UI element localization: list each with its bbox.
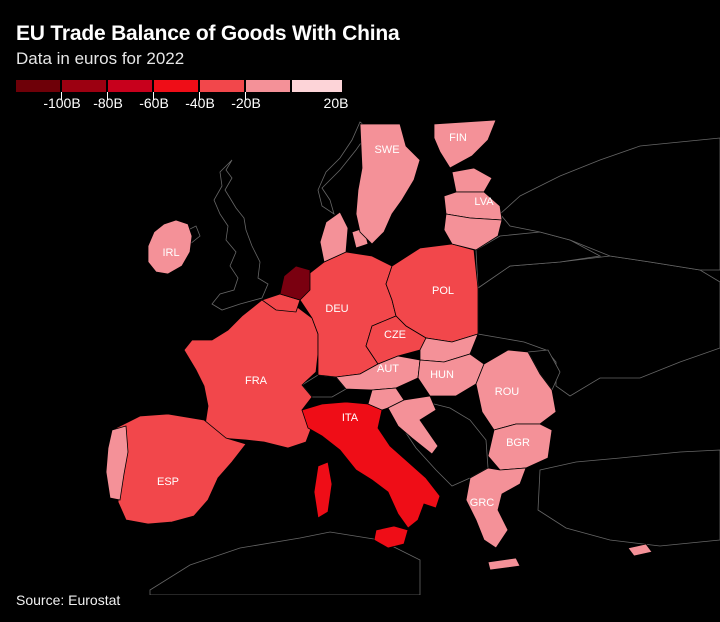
label-POL: POL xyxy=(432,285,454,297)
legend-swatch xyxy=(16,80,60,92)
country-GRC-crete xyxy=(487,557,521,571)
label-IRL: IRL xyxy=(162,247,179,259)
europe-map: IRL FRA ESP ITA DEU POL CZE AUT HUN ROU … xyxy=(105,119,720,595)
country-BEL xyxy=(261,293,301,313)
country-BGR xyxy=(487,423,553,471)
ukraine xyxy=(477,255,720,397)
country-EST xyxy=(451,167,493,193)
color-legend: -100B -80B -60B -40B -20B 20B xyxy=(16,80,349,116)
legend-label: -40B xyxy=(185,95,215,111)
label-ESP: ESP xyxy=(157,476,179,488)
label-ROU: ROU xyxy=(495,386,520,398)
great-britain xyxy=(211,159,269,311)
eu-countries xyxy=(105,119,653,571)
country-NLD xyxy=(279,265,311,301)
country-CYP xyxy=(627,543,653,557)
turkey xyxy=(537,449,720,547)
legend-swatch xyxy=(154,80,198,92)
non-eu-land xyxy=(149,121,720,595)
country-ITA-sardinia xyxy=(313,461,333,519)
russia xyxy=(499,137,720,271)
label-FRA: FRA xyxy=(245,375,268,387)
legend-tick xyxy=(61,92,62,100)
country-ROU xyxy=(475,349,557,431)
country-ITA-sicily xyxy=(373,525,409,549)
legend-label: -80B xyxy=(93,95,123,111)
label-BGR: BGR xyxy=(506,437,530,449)
legend-swatch xyxy=(246,80,290,92)
legend-tick xyxy=(199,92,200,100)
legend-swatch xyxy=(62,80,106,92)
legend-tick xyxy=(153,92,154,100)
legend-tick xyxy=(245,92,246,100)
label-GRC: GRC xyxy=(470,497,495,509)
legend-label: -100B xyxy=(43,95,81,111)
country-SWE xyxy=(355,123,421,245)
source-note: Source: Eurostat xyxy=(16,592,121,608)
country-labels: IRL FRA ESP ITA DEU POL CZE AUT HUN ROU … xyxy=(157,132,530,509)
chart-subtitle: Data in euros for 2022 xyxy=(16,49,185,68)
belarus xyxy=(475,231,602,289)
country-DNK xyxy=(319,211,349,263)
country-FIN xyxy=(433,119,497,169)
label-SWE: SWE xyxy=(374,144,399,156)
legend-label: 20B xyxy=(323,95,349,111)
label-FIN: FIN xyxy=(449,132,467,144)
legend-label: -20B xyxy=(231,95,261,111)
country-IRL xyxy=(147,219,193,275)
legend-swatch xyxy=(292,80,342,92)
legend-tick xyxy=(107,92,108,100)
north-africa xyxy=(149,531,421,595)
norway xyxy=(317,121,371,215)
label-ITA: ITA xyxy=(342,412,359,424)
country-PRT xyxy=(105,425,129,501)
legend-swatch xyxy=(200,80,244,92)
chart-title: EU Trade Balance of Goods With China xyxy=(16,22,400,45)
label-HUN: HUN xyxy=(430,369,454,381)
country-GRC xyxy=(465,467,527,549)
legend-label: -60B xyxy=(139,95,169,111)
country-HRV xyxy=(387,395,439,455)
label-DEU: DEU xyxy=(325,303,348,315)
country-LTU xyxy=(443,213,503,251)
label-AUT: AUT xyxy=(377,363,399,375)
legend-swatch xyxy=(108,80,152,92)
label-CZE: CZE xyxy=(384,329,406,341)
label-LVA: LVA xyxy=(474,196,494,208)
